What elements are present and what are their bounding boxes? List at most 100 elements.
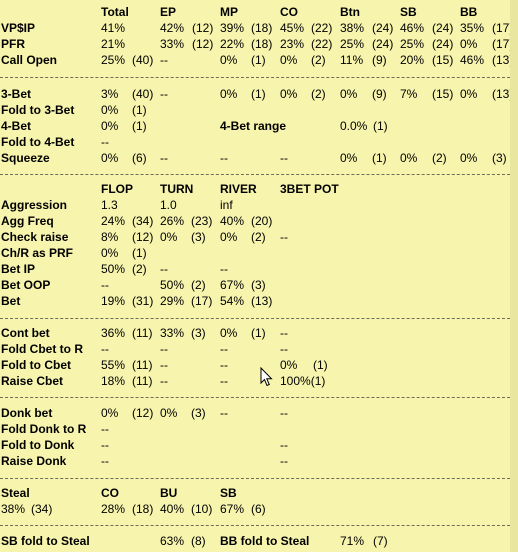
stat-value: 25% bbox=[101, 53, 126, 67]
stat-count: (24) bbox=[432, 21, 454, 35]
stat-label: Fold to Donk bbox=[1, 438, 75, 452]
stat-count: (17) bbox=[191, 294, 213, 308]
stat-value: 0% bbox=[101, 103, 119, 117]
stat-count: (3) bbox=[492, 151, 507, 165]
stat-label: Bet IP bbox=[1, 262, 36, 276]
stat-value: 25% bbox=[340, 37, 365, 51]
stat-value: -- bbox=[220, 262, 228, 276]
header-total: Total bbox=[101, 5, 129, 19]
header-steal-bu: BU bbox=[160, 486, 178, 500]
stat-count: (2) bbox=[191, 278, 206, 292]
stat-value: 18% bbox=[101, 374, 126, 388]
stat-count: (31) bbox=[132, 294, 154, 308]
stat-value: 29% bbox=[160, 294, 185, 308]
stat-value: 36% bbox=[101, 326, 126, 340]
stat-value: -- bbox=[280, 438, 288, 452]
stat-value: 7% bbox=[400, 87, 418, 101]
stat-count: (12) bbox=[132, 406, 154, 420]
stat-value: 71% bbox=[340, 534, 365, 548]
stat-value: -- bbox=[160, 262, 168, 276]
stat-value: -- bbox=[280, 151, 288, 165]
stat-count: (3) bbox=[251, 278, 266, 292]
stat-label: Raise Cbet bbox=[1, 374, 64, 388]
stat-value: 0% bbox=[280, 53, 298, 67]
stat-value: 23% bbox=[280, 37, 305, 51]
stat-value: 0% bbox=[220, 53, 238, 67]
steal-label: Steal bbox=[1, 486, 30, 500]
stat-value: 0% bbox=[280, 87, 298, 101]
section-divider bbox=[0, 174, 510, 175]
stat-count: (15) bbox=[432, 53, 454, 67]
stat-count: (24) bbox=[372, 37, 394, 51]
stat-value: 0% bbox=[340, 151, 358, 165]
stat-value: 35% bbox=[460, 21, 485, 35]
stat-value: 55% bbox=[101, 358, 126, 372]
stat-value: 0% bbox=[340, 87, 358, 101]
stat-value: 0% bbox=[101, 119, 119, 133]
stat-value: 33% bbox=[160, 326, 185, 340]
stat-value: 0% bbox=[101, 151, 119, 165]
stat-count: (3) bbox=[191, 406, 206, 420]
stat-value: 25% bbox=[400, 37, 425, 51]
stat-value: -- bbox=[220, 406, 228, 420]
stat-value: 45% bbox=[280, 21, 305, 35]
stat-value: inf bbox=[220, 198, 233, 212]
stat-count: (18) bbox=[251, 37, 273, 51]
stat-count: (13) bbox=[492, 53, 514, 67]
stat-value: 28% bbox=[101, 502, 126, 516]
stat-value: 50% bbox=[160, 278, 185, 292]
stat-value: -- bbox=[220, 358, 228, 372]
stat-value: -- bbox=[101, 278, 109, 292]
header-steal-co: CO bbox=[101, 486, 119, 500]
stat-value: 33% bbox=[160, 37, 185, 51]
four-bet-range-label: 4-Bet range bbox=[220, 119, 287, 133]
stat-value: -- bbox=[220, 342, 228, 356]
stat-value: -- bbox=[101, 438, 109, 452]
section-divider bbox=[0, 397, 510, 398]
stat-label: Fold Cbet to R bbox=[1, 342, 83, 356]
stat-count: (24) bbox=[372, 21, 394, 35]
stat-count: (9) bbox=[372, 53, 387, 67]
stat-count: (3) bbox=[191, 326, 206, 340]
stat-value: -- bbox=[280, 454, 288, 468]
stat-count: (18) bbox=[251, 21, 273, 35]
section-divider bbox=[0, 77, 510, 78]
stat-value: 0% bbox=[160, 406, 178, 420]
stat-value: 0% bbox=[101, 406, 119, 420]
stat-value: 0% bbox=[460, 151, 478, 165]
header-steal-sb: SB bbox=[220, 486, 237, 500]
header-mp: MP bbox=[220, 5, 238, 19]
stat-count: (13) bbox=[492, 87, 514, 101]
stat-value: -- bbox=[220, 151, 228, 165]
stat-value: 54% bbox=[220, 294, 245, 308]
stat-value: 0% bbox=[160, 230, 178, 244]
stat-value: 38% bbox=[340, 21, 365, 35]
stat-label: Cont bet bbox=[1, 326, 50, 340]
stat-value: 0% bbox=[460, 37, 478, 51]
stat-value: 46% bbox=[400, 21, 425, 35]
stat-count: (6) bbox=[251, 502, 266, 516]
stat-label: Raise Donk bbox=[1, 454, 67, 468]
stat-count: (1) bbox=[132, 246, 147, 260]
stat-value: 11% bbox=[340, 53, 364, 67]
stat-label: 4-Bet bbox=[1, 119, 32, 133]
stat-value: 3% bbox=[101, 87, 119, 101]
sb-fold-to-steal-label: SB fold to Steal bbox=[1, 534, 90, 548]
bb-fold-to-steal-label: BB fold to Steal bbox=[220, 534, 310, 548]
stat-value: -- bbox=[101, 135, 109, 149]
stat-value: -- bbox=[220, 374, 228, 388]
stat-value: -- bbox=[160, 358, 168, 372]
stat-count: (34) bbox=[132, 214, 154, 228]
stat-label: Ch/R as PRF bbox=[1, 246, 74, 260]
stat-count: (10) bbox=[191, 502, 213, 516]
stat-label: Fold Donk to R bbox=[1, 422, 87, 436]
stat-value: 100%(1) bbox=[280, 374, 326, 388]
stat-count: (1) bbox=[251, 326, 266, 340]
section-divider bbox=[0, 525, 510, 526]
header-flop: FLOP bbox=[101, 182, 133, 196]
stat-value: 39% bbox=[220, 21, 245, 35]
stat-count: (1) bbox=[251, 87, 266, 101]
stat-value: 42% bbox=[160, 21, 185, 35]
stat-value: 40% bbox=[160, 502, 185, 516]
